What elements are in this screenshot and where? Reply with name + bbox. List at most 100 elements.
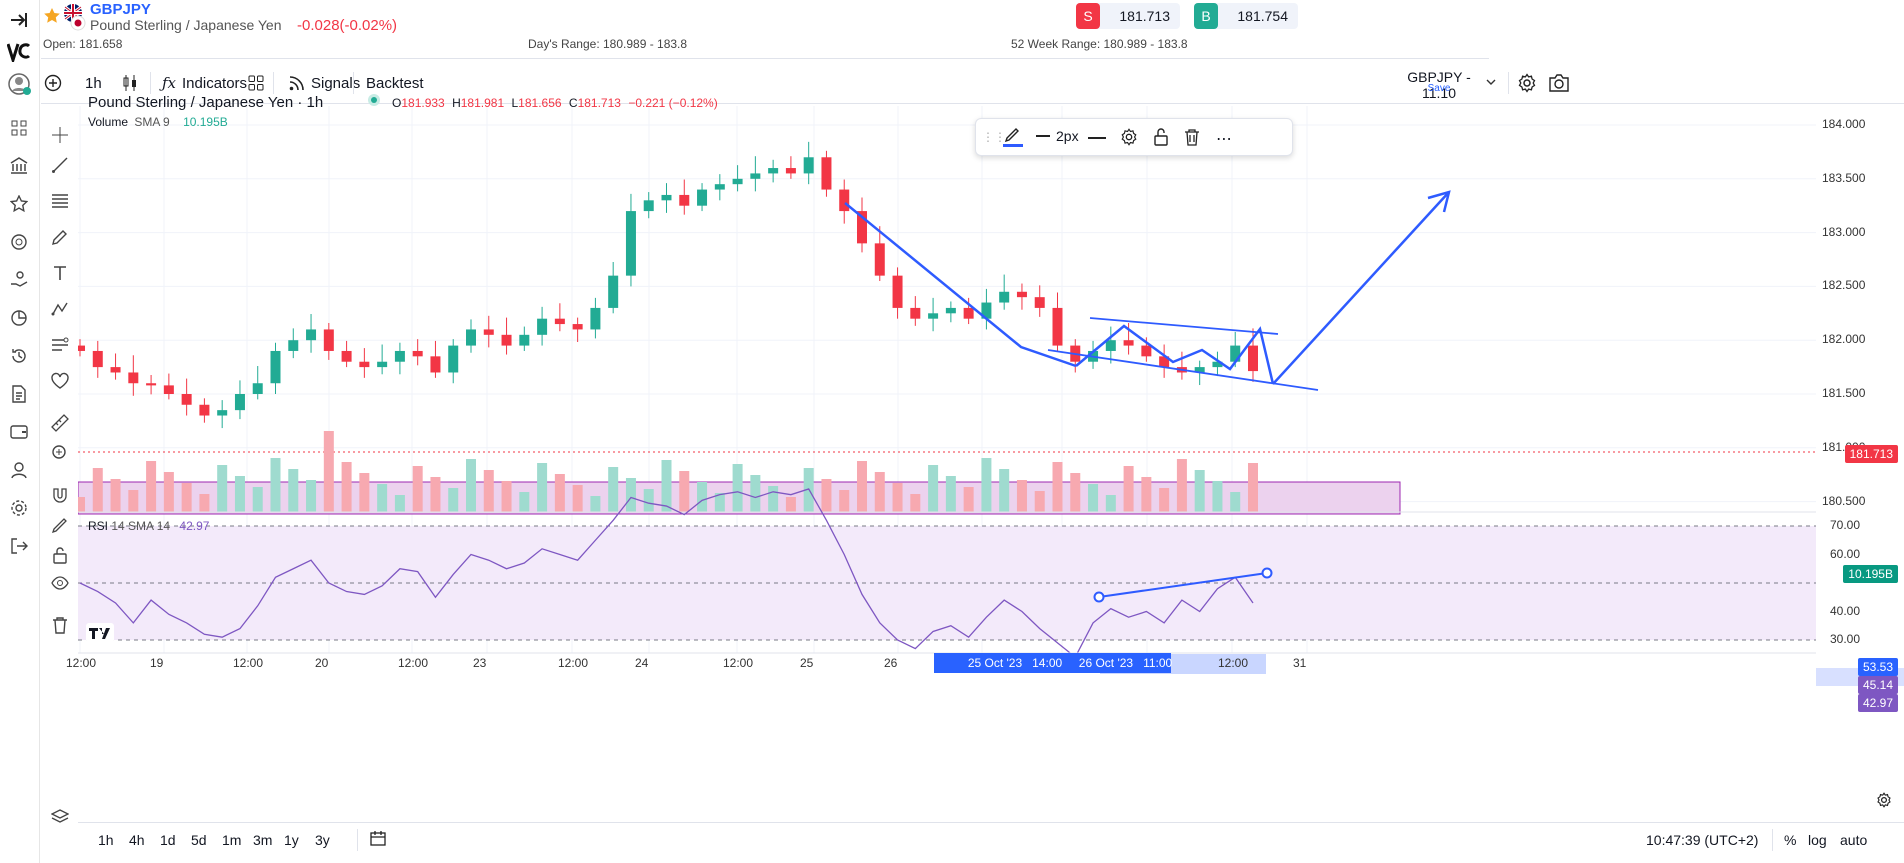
rsi-divergence-line[interactable] [1098,572,1268,598]
templates-button[interactable] [248,70,264,96]
app-logo[interactable] [7,40,31,64]
rsi-line-handle-start[interactable] [1093,591,1105,603]
price-chart[interactable] [75,106,1816,822]
document-icon[interactable] [7,382,31,406]
layers-icon[interactable] [49,806,71,828]
volume-legend: Volume SMA 9 10.195B [88,115,228,129]
add-symbol-button[interactable] [44,70,62,96]
chart-area[interactable]: Pound Sterling / Japanese Yen · 1h O181.… [66,94,1816,822]
percent-toggle[interactable]: % [1784,832,1797,848]
axis-settings-icon[interactable] [1876,792,1892,811]
volume-bar [1088,484,1099,512]
channel-upper-line[interactable] [1089,317,1279,335]
favorite-star-icon[interactable] [43,7,61,28]
candle-body [625,211,636,276]
chevron-down-icon[interactable] [1486,74,1496,90]
candle-body [430,356,441,373]
hand-coins-icon[interactable] [7,268,31,292]
candle-body [643,200,654,212]
signals-button[interactable]: Signals [289,70,360,96]
trendline-icon[interactable] [49,154,71,176]
lock-icon[interactable] [49,544,71,566]
buy-price: 181.754 [1237,8,1288,24]
unlock-icon[interactable] [1152,127,1170,150]
symbol-ticker[interactable]: GBPJPY [90,1,151,18]
buy-button[interactable]: B 181.754 [1194,3,1298,29]
wallet-icon[interactable] [7,230,31,254]
range-button-1h[interactable]: 1h [98,832,114,848]
projection-arrow[interactable] [1272,191,1450,385]
auto-toggle[interactable]: auto [1840,832,1868,848]
star-icon[interactable] [7,192,31,216]
line-style-icon[interactable] [1088,137,1106,139]
date-range-icon[interactable] [370,831,388,850]
interval-button[interactable]: 1h [85,74,102,92]
logout-icon[interactable] [7,534,31,558]
range-button-5d[interactable]: 5d [191,832,207,848]
expand-sidebar-icon[interactable] [7,8,31,32]
ruler-icon[interactable] [49,412,71,434]
pencil-lock-icon[interactable] [49,514,71,536]
candle-body [181,394,192,405]
price-axis[interactable]: 184.000 183.500 183.000 182.500 182.000 181.5… [1816,106,1904,808]
range-button-3y[interactable]: 3y [315,832,330,848]
candle-type-button[interactable] [122,70,138,96]
save-link[interactable]: Save [1427,83,1451,94]
trash-icon[interactable] [49,614,71,636]
eye-icon[interactable] [49,572,71,594]
avatar[interactable] [7,72,31,96]
crosshair-icon[interactable] [49,124,71,146]
fib-lines-icon[interactable] [49,190,71,212]
brush-icon[interactable] [49,226,71,248]
heart-icon[interactable] [49,370,71,392]
user-icon[interactable] [7,458,31,482]
range-button-4h[interactable]: 4h [129,832,145,848]
l-label: L [511,96,519,110]
text-icon[interactable] [49,262,71,284]
drag-handle-icon[interactable]: ⋮⋮ [982,130,1006,144]
settings-icon[interactable] [7,496,31,520]
decline-line[interactable] [844,202,1077,368]
clock[interactable]: 10:47:39 (UTC+2) [1646,832,1759,848]
last-price-badge: 181.713 [1844,445,1898,463]
more-options-icon[interactable]: ⋯ [1216,131,1233,148]
tradingview-logo[interactable] [86,623,114,646]
price-tick: 181.500 [1822,386,1866,400]
channel-lower-line[interactable] [1047,349,1319,391]
time-label: 12:00 [66,656,97,670]
bank-icon[interactable] [7,154,31,178]
dashboard-icon[interactable] [7,116,31,140]
time-label: 24 [635,656,649,670]
delete-drawing-icon[interactable] [1184,127,1200,150]
rsi-params: 14 SMA 14 [111,519,171,533]
layout-name[interactable]: GBPJPY - 11.10 [1407,69,1471,101]
wallet-card-icon[interactable] [7,420,31,444]
magnet-icon[interactable] [49,484,71,506]
volume-bar [377,484,388,512]
open-value: Open: 181.658 [43,37,123,51]
volume-bar [697,482,708,512]
candle-body [341,350,352,362]
range-button-1d[interactable]: 1d [160,832,176,848]
indicators-button[interactable]: ƒx Indicators [162,70,247,96]
line-width-button[interactable]: 2px [1036,128,1079,144]
range-button-1m[interactable]: 1m [222,832,242,848]
sell-button[interactable]: S 181.713 [1076,3,1180,29]
zoom-in-icon[interactable] [49,442,71,464]
candle-body [252,383,263,394]
chart-settings-icon[interactable] [1517,73,1537,96]
line-color-icon[interactable] [1002,126,1024,151]
camera-icon[interactable] [1548,73,1570,96]
sell-price: 181.713 [1119,8,1170,24]
pie-chart-icon[interactable] [7,306,31,330]
forecast-icon[interactable] [49,334,71,356]
range-button-3m[interactable]: 3m [253,832,273,848]
zigzag-pattern[interactable] [1075,324,1275,385]
drawing-settings-icon[interactable] [1120,128,1138,149]
pattern-icon[interactable] [49,298,71,320]
backtest-button[interactable]: Backtest [366,74,424,92]
range-button-1y[interactable]: 1y [284,832,299,848]
rsi-line-handle-end[interactable] [1261,567,1273,579]
log-toggle[interactable]: log [1808,832,1827,848]
history-icon[interactable] [7,344,31,368]
